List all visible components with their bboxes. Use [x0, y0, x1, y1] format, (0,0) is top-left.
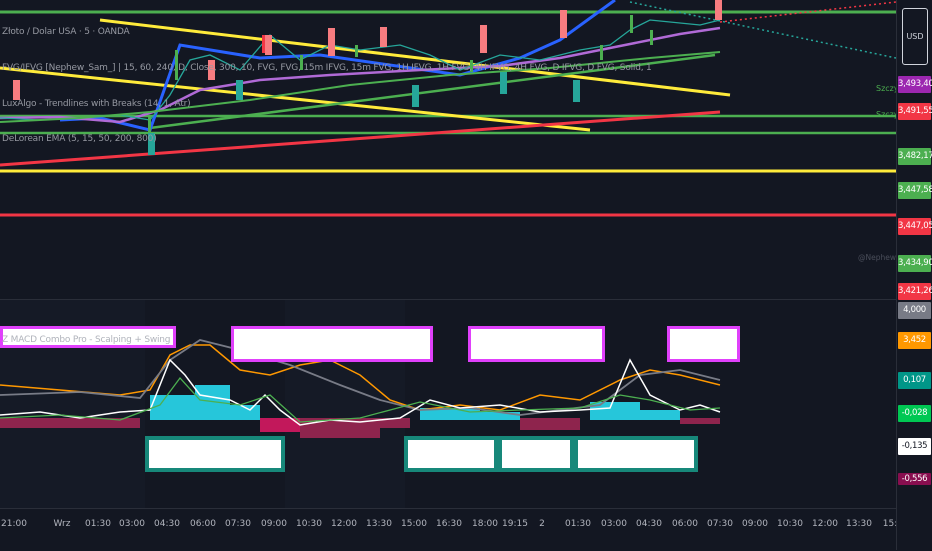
time-tick: 18:00	[472, 519, 498, 529]
sell-markers	[13, 0, 722, 100]
osc-value-label: -0,028	[898, 405, 931, 422]
trendline-yellow-lower	[0, 66, 591, 132]
time-tick: 2	[539, 519, 545, 529]
side-label-peak-2: Szczyt	[876, 110, 902, 119]
legend-ema-indicator[interactable]: DeLorean EMA (5, 15, 50, 200, 800)	[2, 134, 157, 144]
time-tick: 13:30	[846, 519, 872, 529]
sell-marker	[208, 60, 215, 80]
price-label: 3,493,402	[898, 76, 932, 93]
macd-line-gray	[0, 339, 721, 416]
time-tick: 06:00	[190, 519, 216, 529]
osc-value-label: 3,452	[898, 332, 931, 349]
ema-purple	[0, 26, 721, 124]
buy-marker	[148, 133, 155, 155]
legend-symbol[interactable]: Złoto / Dolar USA · 5 · OANDA	[2, 27, 130, 37]
time-tick: 04:30	[636, 519, 662, 529]
ema-green	[0, 51, 721, 123]
legend-trendlines-indicator[interactable]: LuxAlgo - Trendlines with Breaks (14, 1,…	[2, 99, 191, 109]
buy-marker	[500, 72, 507, 94]
time-tick: 19:15	[502, 519, 528, 529]
price-chart-canvas[interactable]	[0, 0, 897, 300]
trendline-blue	[59, 0, 616, 132]
price-label: 3,491,554	[898, 103, 932, 120]
time-tick: 12:00	[812, 519, 838, 529]
time-tick: Wrz	[53, 519, 71, 529]
price-axis[interactable]: USD 3,493,402 3,491,554 3,482,179 3,447,…	[896, 0, 932, 550]
sell-marker	[480, 25, 487, 53]
time-tick: 01:30	[565, 519, 591, 529]
sell-marker	[380, 27, 387, 47]
buy-marker	[236, 80, 243, 100]
time-tick: 12:00	[331, 519, 357, 529]
osc-value-label: -0,556	[898, 473, 931, 485]
time-tick: 03:00	[601, 519, 627, 529]
signal-box-teal	[145, 436, 285, 472]
currency-button[interactable]: USD	[902, 8, 928, 65]
time-tick: 01:30	[85, 519, 111, 529]
legend-fvg-indicator[interactable]: FVG/IFVG [Nephew_Sam_] | 15, 60, 240, D,…	[2, 63, 652, 73]
buy-marker	[412, 85, 419, 107]
signal-box-magenta	[231, 326, 433, 362]
buy-marker	[573, 80, 580, 102]
signal-box-teal	[404, 436, 498, 472]
osc-value-label: -0,135	[898, 438, 931, 455]
sell-marker	[13, 80, 20, 100]
time-tick: 21:00	[1, 519, 27, 529]
sell-marker	[328, 28, 335, 56]
signal-box-teal	[498, 436, 574, 472]
price-label: 3,447,051	[898, 218, 932, 235]
trendline-yellow-upper	[99, 18, 731, 97]
time-tick: 04:30	[154, 519, 180, 529]
signal-box-magenta	[468, 326, 605, 362]
price-label: 3,447,584	[898, 182, 932, 199]
time-tick: 15:	[882, 519, 898, 529]
trendline-red	[0, 110, 721, 167]
price-chart[interactable]: Złoto / Dolar USA · 5 · OANDA FVG/IFVG […	[0, 0, 920, 300]
macd-histogram	[0, 385, 720, 438]
time-tick: 06:00	[672, 519, 698, 529]
osc-value-label: 4,000	[898, 302, 931, 319]
time-tick: 10:30	[777, 519, 803, 529]
time-axis[interactable]: 21:00 Wrz 01:30 03:00 04:30 06:00 07:30 …	[0, 508, 898, 551]
ema-teal	[0, 19, 721, 121]
time-tick: 03:00	[119, 519, 145, 529]
signal-box-magenta	[0, 326, 176, 348]
sell-marker	[265, 35, 272, 55]
time-tick: 09:00	[742, 519, 768, 529]
trendline-green	[149, 53, 716, 130]
time-tick: 07:30	[707, 519, 733, 529]
legend-oscillator[interactable]: Z MACD Combo Pro - Scalping + Swing	[2, 335, 171, 345]
time-tick: 10:30	[296, 519, 322, 529]
trendline-dotted-teal	[629, 1, 897, 59]
time-tick: 07:30	[225, 519, 251, 529]
oscillator-pane[interactable]: Z MACD Combo Pro - Scalping + Swing	[0, 300, 896, 508]
sell-marker	[560, 10, 567, 38]
price-label: 3,482,179	[898, 148, 932, 165]
price-label: 3,434,908	[898, 255, 932, 272]
osc-value-label: 0,107	[898, 372, 931, 389]
pane-divider[interactable]	[0, 299, 896, 300]
candles	[148, 15, 653, 132]
side-label-peak-1: Szczyt	[876, 84, 902, 93]
price-label: 3,421,265	[898, 283, 932, 300]
watermark: @Nephew_Sam_	[858, 253, 921, 262]
macd-line-green	[0, 376, 721, 423]
signal-box-teal	[574, 436, 698, 472]
time-tick: 15:00	[401, 519, 427, 529]
time-tick: 16:30	[436, 519, 462, 529]
signal-box-magenta	[667, 326, 740, 362]
sell-marker	[715, 0, 722, 20]
buy-markers	[148, 72, 580, 155]
time-tick: 09:00	[261, 519, 287, 529]
time-tick: 13:30	[366, 519, 392, 529]
